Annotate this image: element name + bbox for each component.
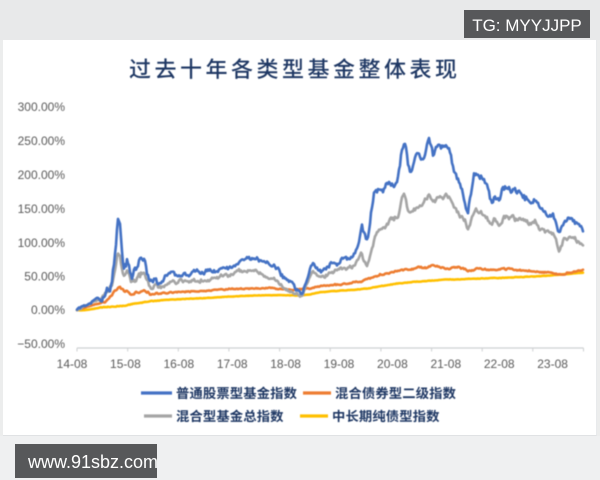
- svg-text:200.00%: 200.00%: [18, 168, 66, 182]
- svg-text:22-08: 22-08: [484, 357, 515, 371]
- svg-text:100.00%: 100.00%: [18, 236, 66, 250]
- svg-text:16-08: 16-08: [163, 357, 194, 371]
- svg-text:17-08: 17-08: [217, 357, 248, 371]
- svg-text:150.00%: 150.00%: [18, 202, 66, 216]
- svg-text:21-08: 21-08: [430, 357, 461, 371]
- svg-text:19-08: 19-08: [324, 357, 355, 371]
- svg-text:15-08: 15-08: [110, 357, 141, 371]
- svg-text:50.00%: 50.00%: [24, 270, 65, 284]
- svg-text:14-08: 14-08: [57, 357, 88, 371]
- svg-text:23-08: 23-08: [537, 357, 568, 371]
- svg-text:250.00%: 250.00%: [18, 134, 66, 148]
- svg-text:300.00%: 300.00%: [18, 100, 66, 114]
- svg-text:20-08: 20-08: [377, 357, 408, 371]
- svg-text:0.00%: 0.00%: [31, 303, 65, 317]
- svg-text:−50.00%: −50.00%: [17, 337, 65, 351]
- svg-text:18-08: 18-08: [270, 357, 301, 371]
